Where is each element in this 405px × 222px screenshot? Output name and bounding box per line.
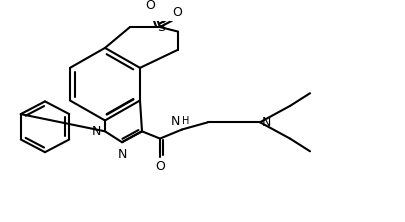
Text: N: N <box>261 116 271 129</box>
Text: O: O <box>172 6 181 19</box>
Text: N: N <box>170 115 179 128</box>
Text: N: N <box>92 125 101 138</box>
Text: O: O <box>155 160 164 173</box>
Text: S: S <box>157 22 164 34</box>
Text: H: H <box>181 116 189 126</box>
Text: O: O <box>145 0 155 12</box>
Text: N: N <box>117 148 126 161</box>
